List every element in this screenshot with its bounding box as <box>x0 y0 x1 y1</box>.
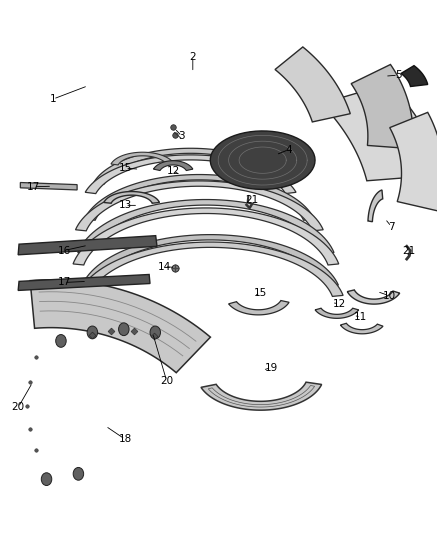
Text: 11: 11 <box>354 312 367 322</box>
Text: 15: 15 <box>119 163 132 173</box>
Polygon shape <box>111 152 174 165</box>
Text: 3: 3 <box>179 131 185 141</box>
Text: 19: 19 <box>265 362 278 373</box>
Polygon shape <box>390 112 438 211</box>
Polygon shape <box>201 382 321 410</box>
Text: 4: 4 <box>286 144 292 155</box>
Text: 2: 2 <box>190 52 196 61</box>
Circle shape <box>56 335 66 348</box>
Circle shape <box>87 326 98 339</box>
Text: 13: 13 <box>119 200 132 211</box>
Circle shape <box>41 473 52 486</box>
Polygon shape <box>275 47 350 122</box>
Text: 5: 5 <box>395 70 401 80</box>
Polygon shape <box>85 174 314 220</box>
Circle shape <box>150 326 160 339</box>
Circle shape <box>73 467 84 480</box>
Polygon shape <box>78 242 343 296</box>
Polygon shape <box>20 182 77 190</box>
Text: 18: 18 <box>119 434 132 445</box>
Polygon shape <box>210 131 315 189</box>
Polygon shape <box>340 324 383 334</box>
Polygon shape <box>368 190 383 222</box>
Polygon shape <box>104 191 159 203</box>
Polygon shape <box>315 308 359 318</box>
Text: 20: 20 <box>11 402 25 413</box>
Text: 17: 17 <box>57 278 71 287</box>
Polygon shape <box>75 181 323 231</box>
Text: 7: 7 <box>388 222 395 232</box>
Polygon shape <box>321 84 438 181</box>
Polygon shape <box>85 155 296 193</box>
Polygon shape <box>18 236 157 255</box>
Text: 14: 14 <box>158 262 171 271</box>
Text: 17: 17 <box>27 182 40 192</box>
Polygon shape <box>82 235 339 286</box>
Polygon shape <box>153 161 193 171</box>
Polygon shape <box>18 274 150 290</box>
Text: 21: 21 <box>402 246 416 255</box>
Polygon shape <box>401 66 428 86</box>
Polygon shape <box>78 199 334 254</box>
Text: 10: 10 <box>383 290 396 301</box>
Polygon shape <box>73 208 339 265</box>
Polygon shape <box>30 280 210 373</box>
Polygon shape <box>351 64 413 149</box>
Text: 15: 15 <box>254 288 267 298</box>
Polygon shape <box>229 301 289 315</box>
Polygon shape <box>94 148 288 184</box>
Text: 16: 16 <box>57 246 71 255</box>
Circle shape <box>119 323 129 336</box>
Text: 12: 12 <box>166 166 180 176</box>
Text: 1: 1 <box>50 94 57 104</box>
Text: 20: 20 <box>160 376 173 386</box>
Text: 21: 21 <box>245 195 258 205</box>
Text: 12: 12 <box>332 298 346 309</box>
Polygon shape <box>347 290 400 304</box>
